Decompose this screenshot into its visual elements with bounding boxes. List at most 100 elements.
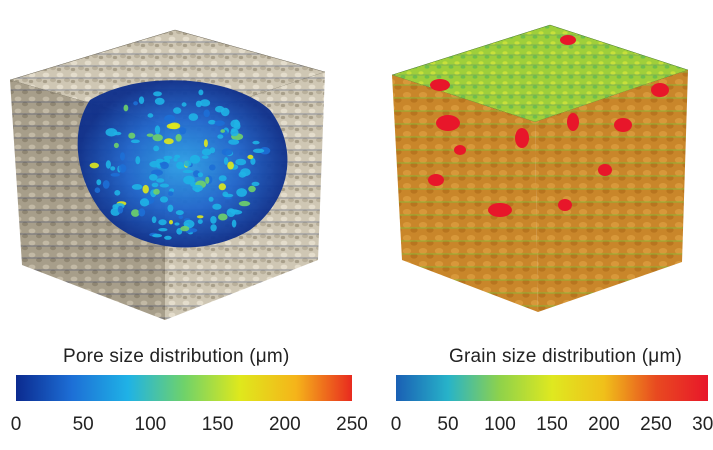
pore-speckle [196, 215, 204, 219]
pore-size-tick-100: 100 [134, 414, 167, 435]
grain-size-tick-200: 200 [588, 414, 620, 435]
pore-speckle [138, 208, 146, 217]
pore-speckle [220, 129, 225, 133]
pore-speckle [197, 172, 204, 178]
pore-speckle [151, 182, 159, 188]
pore-speckle [187, 228, 198, 233]
pore-speckle [102, 180, 110, 189]
pore-speckle [128, 132, 136, 139]
grain-size-tick-0: 0 [390, 414, 402, 435]
grain-cube-image [391, 24, 689, 312]
pore-speckle [154, 125, 161, 135]
pore-speckle [153, 91, 162, 97]
pore-speckle [117, 205, 124, 214]
pore-speckle [164, 114, 176, 123]
pore-speckle [105, 160, 111, 169]
pore-speckle [199, 99, 211, 107]
pore-speckle [175, 134, 182, 142]
pore-speckle [130, 139, 140, 144]
pore-speckle [238, 200, 251, 207]
pore-speckle [203, 139, 208, 148]
pore-speckle [228, 139, 240, 145]
pore-speckle [179, 127, 187, 135]
pore-speckle [123, 104, 129, 112]
pore-speckle [236, 188, 248, 197]
pore-speckle [110, 166, 116, 171]
pore-speckle [153, 145, 160, 152]
pore-speckle [209, 164, 216, 171]
pore-speckle [205, 176, 210, 184]
pore-cube-image [9, 29, 326, 320]
pore-speckle [118, 164, 127, 173]
pore-speckle [238, 171, 247, 178]
pore-speckle [203, 109, 210, 118]
grain-size-tick-300: 300 [692, 414, 713, 435]
pore-speckle [96, 179, 102, 186]
pore-speckle [175, 210, 184, 216]
large-grain-highlight [454, 145, 466, 155]
pore-speckle [156, 158, 164, 163]
pore-speckle [158, 219, 167, 226]
pore-speckle [164, 235, 172, 240]
large-grain-highlight [598, 164, 612, 176]
pore-speckle [168, 191, 174, 197]
pore-speckle [252, 140, 260, 145]
pore-speckle [163, 155, 173, 160]
grain-size-tick-100: 100 [484, 414, 516, 435]
pore-speckle [147, 113, 154, 118]
large-grain-highlight [430, 79, 450, 91]
pore-speckle [120, 152, 125, 161]
pore-size-tick-150: 150 [201, 414, 234, 435]
pore-speckle [201, 155, 209, 159]
pore-speckle [149, 174, 158, 181]
pore-speckle [160, 161, 169, 169]
pore-speckle [226, 208, 236, 218]
pore-speckle [152, 134, 163, 142]
pore-speckle [142, 184, 149, 194]
pore-speckle [208, 196, 214, 202]
large-grain-highlight [428, 174, 444, 186]
grain-size-caption: Grain size distribution (μm) [449, 346, 682, 367]
pore-speckle [182, 169, 194, 174]
pore-speckle [178, 215, 184, 220]
pore-speckle [152, 233, 163, 238]
grain-size-colorbar [396, 375, 708, 401]
grain-size-panel: Grain size distribution (μm) 0 50 100 150 20… [370, 0, 713, 450]
pore-speckle [138, 96, 145, 104]
pore-speckle [156, 178, 165, 183]
pore-speckle [131, 209, 140, 217]
pore-speckle [159, 183, 170, 188]
pore-size-tick-0: 0 [10, 414, 22, 435]
pore-speckle [201, 148, 212, 156]
pore-speckle [176, 161, 184, 170]
pore-speckle [231, 219, 237, 228]
pore-speckle [151, 216, 157, 224]
pore-speckle [183, 175, 195, 185]
pore-size-tick-250: 250 [336, 414, 368, 435]
pore-speckle [215, 105, 225, 113]
pore-speckle [159, 196, 169, 203]
pore-speckle [227, 161, 234, 170]
pore-size-caption: Pore size distribution (μm) [63, 346, 290, 367]
pore-speckle [139, 198, 150, 207]
grain-size-tick-50: 50 [437, 414, 459, 435]
pore-speckle [214, 120, 225, 126]
large-grain-highlight [515, 128, 529, 148]
pore-speckle [163, 138, 174, 145]
pore-speckle [153, 188, 160, 195]
large-grain-highlight [614, 118, 632, 132]
pore-speckle [188, 113, 199, 121]
pore-speckle [174, 222, 180, 226]
pore-speckle [252, 148, 265, 153]
pore-speckle [208, 119, 216, 125]
grain-size-tick-250: 250 [640, 414, 672, 435]
pore-speckle [230, 119, 241, 128]
pore-speckle [113, 142, 119, 149]
large-grain-highlight [651, 83, 669, 97]
pore-speckle [89, 162, 100, 169]
pore-size-tick-50: 50 [72, 414, 94, 435]
pore-speckle [135, 156, 141, 165]
pore-speckle [133, 101, 139, 106]
pore-speckle [131, 184, 143, 190]
pore-speckle [218, 213, 228, 221]
